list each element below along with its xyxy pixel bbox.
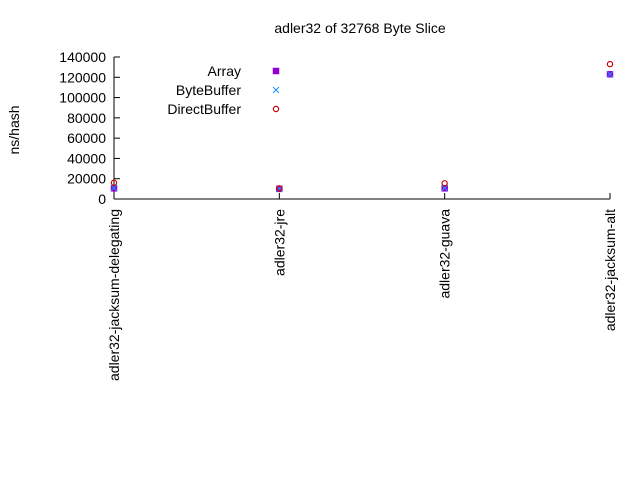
x-axis-ticks: adler32-jacksum-delegating adler32-jre adl… [106,193,618,381]
data-point [276,185,283,192]
data-point [606,70,614,78]
data-point [110,184,118,192]
x-tick-label: adler32-jre [271,209,287,276]
x-tick-label: adler32-jacksum-delegating [106,209,122,381]
legend-label: DirectBuffer [167,101,241,117]
data-point [441,180,448,187]
chart-title: adler32 of 32768 Byte Slice [274,20,445,36]
legend-label: ByteBuffer [176,82,241,98]
y-tick-label: 100000 [59,90,106,106]
x-tick-label: adler32-guava [437,209,453,299]
legend-label: Array [208,63,241,79]
y-tick-label: 140000 [59,49,106,65]
y-axis-label: ns/hash [6,105,22,154]
y-tick-label: 60000 [67,130,106,146]
legend-marker [272,86,280,94]
legend: Array ByteBuffer DirectBuffer [167,63,280,117]
y-tick-label: 0 [98,191,106,207]
data-point [441,184,449,192]
y-tick-label: 120000 [59,69,106,85]
data-points [110,60,614,193]
axes [113,57,610,200]
y-tick-label: 80000 [67,110,106,126]
legend-marker [272,67,280,75]
data-point [110,179,118,186]
y-axis-ticks: 0 20000 40000 60000 80000 100000 120000 140000 [59,49,120,207]
x-tick-label: adler32-jacksum-alt [602,209,618,331]
y-tick-label: 40000 [67,150,106,166]
data-point [606,60,614,68]
legend-marker [272,105,280,113]
y-tick-label: 20000 [67,171,106,187]
